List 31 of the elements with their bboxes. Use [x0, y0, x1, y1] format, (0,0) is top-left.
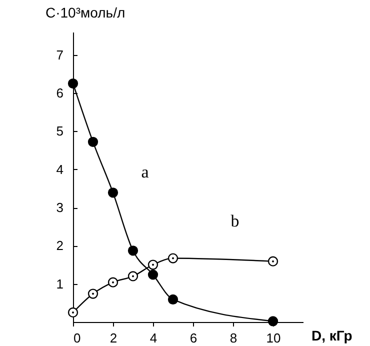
- y-axis-title: C·10³моль/л: [46, 4, 126, 20]
- point: [68, 307, 78, 318]
- x-tick-label: 10: [266, 330, 281, 346]
- point: [108, 188, 118, 198]
- y-tick-label: 5: [56, 124, 64, 139]
- point: [128, 246, 138, 256]
- x-axis-title: D, кГр: [312, 328, 352, 344]
- point: [88, 136, 98, 147]
- x-tick-label: 6: [190, 330, 198, 346]
- x-tick-label: 8: [230, 330, 238, 346]
- y-tick-label: 1: [56, 276, 64, 292]
- point: [88, 288, 98, 299]
- y-tick-label: 7: [56, 47, 64, 62]
- x-tick-label: 2: [110, 330, 118, 346]
- x-tick-label: 0: [74, 330, 81, 346]
- series-label: b: [230, 211, 240, 230]
- y-tick-label: 6: [56, 86, 64, 101]
- point: [68, 78, 78, 89]
- series-label: a: [141, 162, 150, 182]
- y-tick-label: 4: [56, 162, 64, 177]
- point: [268, 256, 278, 266]
- point: [268, 316, 278, 326]
- point: [148, 270, 158, 280]
- y-tick-label: 2: [56, 238, 64, 254]
- point: [168, 253, 178, 264]
- x-tick-label: 4: [150, 330, 158, 346]
- point: [128, 271, 138, 282]
- point: [148, 260, 158, 270]
- y-tick-label: 3: [56, 200, 64, 216]
- point: [108, 277, 118, 288]
- point: [168, 294, 178, 305]
